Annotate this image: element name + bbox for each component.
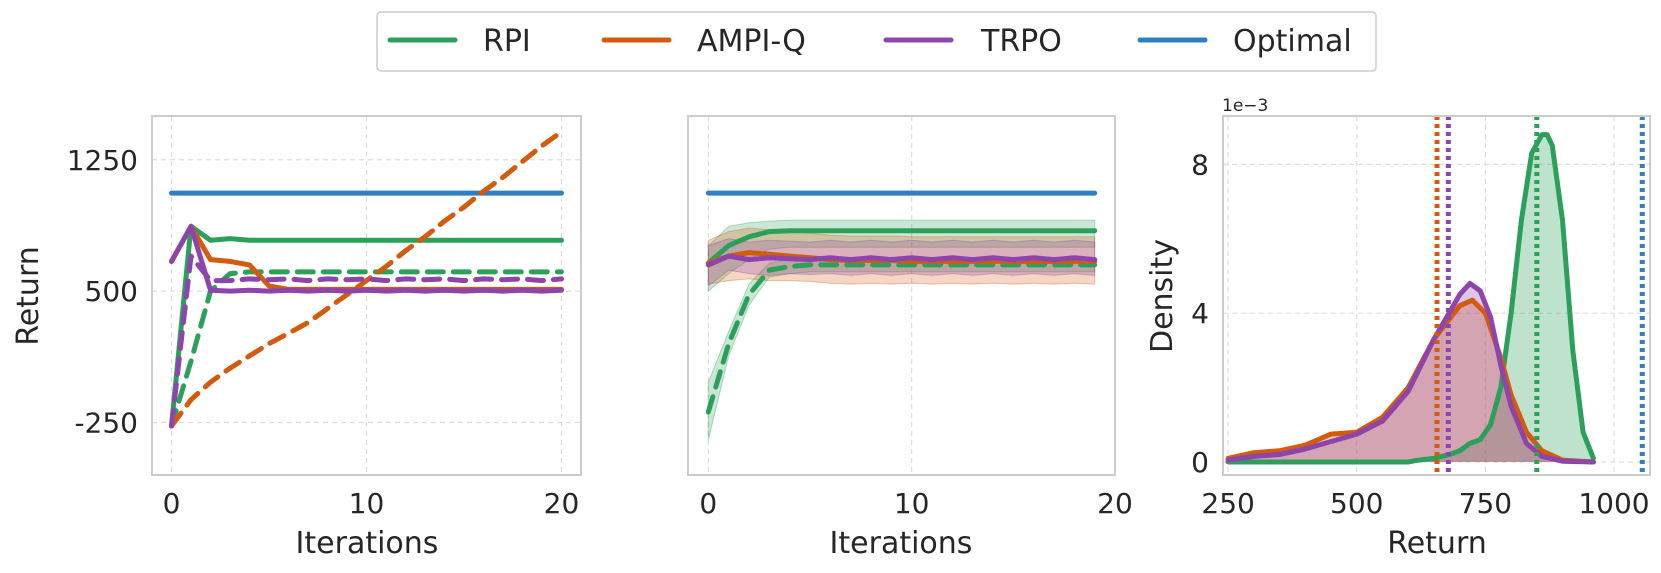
x-axis-label-left: Iterations: [296, 526, 439, 561]
density-fill-trpo: [1228, 283, 1594, 462]
x-tick-label: 0: [699, 487, 717, 520]
legend-label-ampi-q: AMPI-Q: [697, 24, 806, 59]
density-fill-ampi-q: [1228, 300, 1594, 462]
series-line-ampi-q-dashed: [169, 129, 564, 429]
x-tick-label: 10: [349, 487, 385, 520]
x-tick-label: 500: [1330, 487, 1383, 520]
series-line-trpo: [705, 253, 1098, 268]
series-line-trpo: [169, 223, 564, 294]
panel-left: Return Iterations 0 10 20 -250 500 1250: [11, 115, 582, 561]
density-line-rpi: [1225, 132, 1596, 465]
legend-label-rpi: RPI: [483, 24, 531, 59]
plot-area-right: [1225, 116, 1645, 475]
x-tick-label: 20: [1097, 487, 1133, 520]
legend-label-trpo: TRPO: [980, 24, 1062, 59]
plot-area-left: [169, 129, 564, 429]
x-axis-label-middle: Iterations: [830, 526, 973, 561]
x-tick-label: 750: [1459, 487, 1512, 520]
panel-right: Density Return 1e−3 250 500 750 1000 0 4 8: [1145, 96, 1651, 561]
series-line-rpi: [705, 228, 1098, 266]
y-tick-label: 1250: [67, 144, 138, 177]
density-line-ampi-q: [1225, 297, 1596, 465]
x-tick-label: 1000: [1578, 487, 1649, 520]
y-tick-label: 0: [1191, 446, 1209, 479]
y-tick-label: 4: [1191, 297, 1209, 330]
y-tick-label: -250: [74, 406, 138, 439]
x-tick-label: 10: [894, 487, 930, 520]
axes-frame-middle: [687, 115, 1116, 476]
y-tick-label: 500: [85, 275, 138, 308]
legend: RPI AMPI-Q TRPO Optimal: [376, 11, 1377, 72]
legend-frame: [376, 11, 1377, 72]
density-line-trpo: [1225, 280, 1596, 465]
x-tick-label: 0: [163, 487, 181, 520]
series-line-rpi-dashed: [169, 269, 564, 429]
x-tick-label: 250: [1201, 487, 1254, 520]
x-axis-label-right: Return: [1387, 526, 1487, 561]
axes-frame-left: [151, 115, 582, 476]
y-tick-label: 8: [1191, 148, 1209, 181]
y-axis-label-left: Return: [11, 246, 46, 346]
legend-label-optimal: Optimal: [1233, 24, 1352, 59]
x-tick-label: 20: [544, 487, 580, 520]
axes-frame-right: [1222, 115, 1651, 476]
band-ampi-q: [707, 227, 1096, 285]
panel-middle: Iterations 0 10 20: [687, 115, 1133, 561]
y-axis-label-right: Density: [1145, 239, 1180, 353]
scale-label: 1e−3: [1222, 96, 1268, 116]
series-line-rpi-dashed: [705, 262, 1098, 415]
band-rpi: [707, 219, 1096, 293]
band-rpi-dashed: [707, 257, 1096, 441]
plot-area-middle: [705, 190, 1098, 441]
series-line-rpi: [169, 223, 564, 429]
